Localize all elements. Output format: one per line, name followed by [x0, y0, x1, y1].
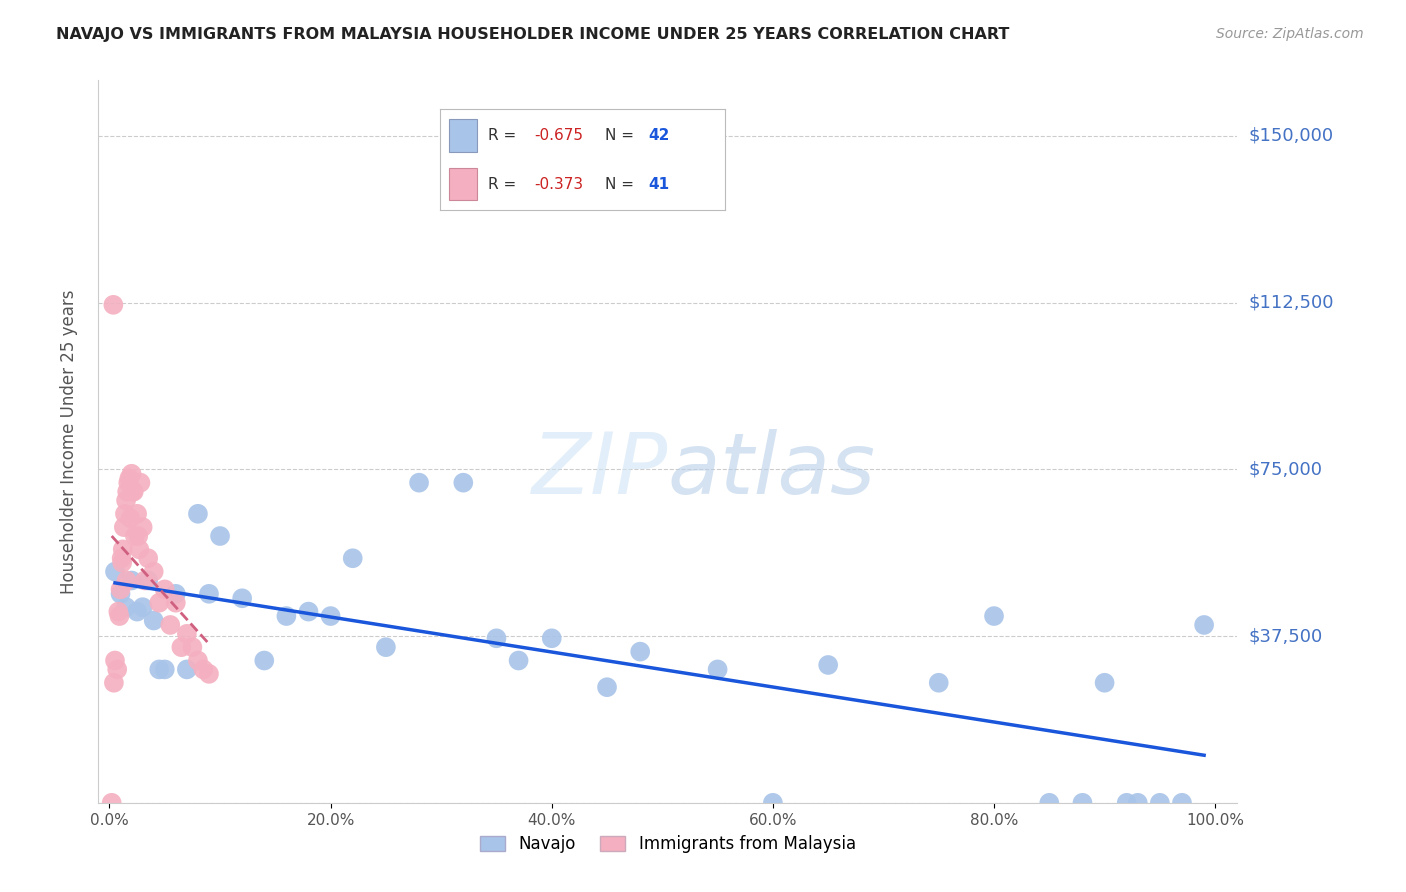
Point: [131, 520, 153, 534]
Point: [104, 653, 127, 667]
Point: [297, 605, 319, 619]
Point: [104, 565, 127, 579]
Point: [165, 587, 187, 601]
Point: [107, 605, 129, 619]
Point: [342, 551, 364, 566]
Y-axis label: Householder Income Under 25 years: Householder Income Under 25 years: [59, 289, 77, 594]
Point: [181, 640, 204, 655]
Point: [136, 574, 159, 588]
Point: [134, 574, 156, 588]
Point: [198, 587, 221, 601]
Point: [1094, 675, 1116, 690]
Point: [1171, 796, 1194, 810]
Point: [142, 565, 165, 579]
Point: [170, 640, 193, 655]
Point: [253, 653, 276, 667]
Point: [127, 529, 149, 543]
Point: [928, 675, 950, 690]
Point: [209, 529, 232, 543]
Point: [319, 609, 342, 624]
Point: [408, 475, 430, 490]
Point: [153, 662, 176, 676]
Point: [1192, 618, 1215, 632]
Point: [115, 600, 138, 615]
Point: [111, 551, 134, 566]
Point: [103, 298, 125, 312]
Point: [485, 632, 508, 646]
Point: [187, 653, 209, 667]
Point: [540, 632, 562, 646]
Point: [187, 507, 209, 521]
Point: [114, 507, 136, 521]
Point: [112, 520, 135, 534]
Point: [127, 507, 149, 521]
Point: [121, 574, 143, 588]
Point: [817, 657, 839, 672]
Point: [1071, 796, 1094, 810]
Point: [508, 653, 530, 667]
Point: [193, 662, 215, 676]
Text: NAVAJO VS IMMIGRANTS FROM MALAYSIA HOUSEHOLDER INCOME UNDER 25 YEARS CORRELATION: NAVAJO VS IMMIGRANTS FROM MALAYSIA HOUSE…: [56, 27, 1010, 42]
Point: [122, 484, 145, 499]
Text: Source: ZipAtlas.com: Source: ZipAtlas.com: [1216, 27, 1364, 41]
Point: [117, 475, 139, 490]
Point: [762, 796, 785, 810]
Point: [100, 796, 122, 810]
Point: [983, 609, 1005, 624]
Point: [153, 582, 176, 597]
Point: [108, 609, 131, 624]
Point: [176, 662, 198, 676]
Point: [176, 627, 198, 641]
Point: [142, 614, 165, 628]
Text: $37,500: $37,500: [1249, 627, 1323, 645]
Point: [110, 587, 132, 601]
Text: $75,000: $75,000: [1249, 460, 1323, 478]
Point: [124, 529, 146, 543]
Point: [105, 662, 128, 676]
Point: [1126, 796, 1149, 810]
Point: [148, 596, 170, 610]
Point: [131, 600, 153, 615]
Point: [453, 475, 475, 490]
Point: [198, 666, 221, 681]
Point: [628, 645, 651, 659]
Point: [118, 471, 141, 485]
Point: [165, 596, 187, 610]
Point: [596, 680, 619, 694]
Point: [1115, 796, 1137, 810]
Point: [231, 591, 253, 606]
Point: [706, 662, 728, 676]
Text: ZIP: ZIP: [531, 429, 668, 512]
Text: $150,000: $150,000: [1249, 127, 1334, 145]
Point: [1038, 796, 1060, 810]
Text: atlas: atlas: [668, 429, 876, 512]
Point: [127, 605, 149, 619]
Point: [111, 542, 134, 557]
Point: [1149, 796, 1171, 810]
Point: [115, 484, 138, 499]
Point: [129, 475, 152, 490]
Text: $112,500: $112,500: [1249, 293, 1334, 311]
Point: [121, 484, 143, 499]
Point: [110, 582, 132, 597]
Legend: Navajo, Immigrants from Malaysia: Navajo, Immigrants from Malaysia: [472, 828, 863, 860]
Point: [120, 511, 142, 525]
Point: [103, 675, 125, 690]
Point: [115, 574, 138, 588]
Point: [121, 467, 143, 481]
Point: [136, 551, 159, 566]
Point: [276, 609, 298, 624]
Point: [128, 542, 150, 557]
Point: [148, 662, 170, 676]
Point: [111, 556, 134, 570]
Point: [159, 618, 181, 632]
Point: [374, 640, 396, 655]
Point: [115, 493, 138, 508]
